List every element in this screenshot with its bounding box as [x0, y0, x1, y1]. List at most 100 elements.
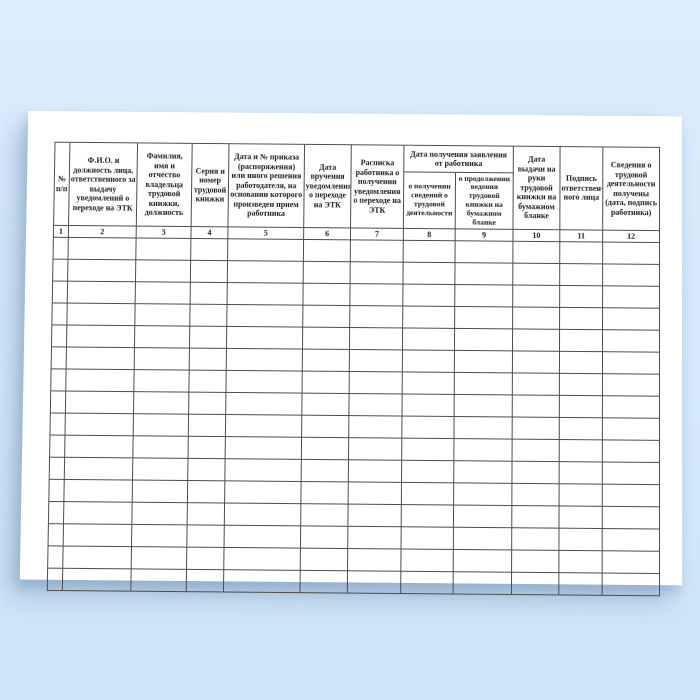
empty-cell: [52, 281, 68, 304]
empty-cell: [512, 439, 560, 462]
empty-cell: [602, 528, 660, 552]
empty-cell: [559, 263, 603, 286]
empty-cell: [401, 393, 455, 417]
empty-cell: [559, 461, 603, 485]
empty-cell: [402, 349, 455, 373]
empty-cell: [512, 394, 560, 418]
register-table: № п/п Ф.И.О. и должность лица, ответствен…: [47, 142, 660, 597]
column-header-2: Ф.И.О. и должность лица, ответственного …: [68, 142, 138, 227]
empty-cell: [226, 348, 303, 372]
empty-cell: [512, 328, 560, 352]
empty-cell: [401, 482, 454, 506]
empty-cell: [49, 457, 65, 480]
column-header-4: Серия и номер трудовой книжки: [191, 143, 229, 227]
empty-cell: [454, 284, 513, 307]
empty-cell: [186, 524, 225, 548]
empty-cell: [302, 371, 350, 394]
empty-cell: [602, 573, 660, 596]
empty-cell: [347, 570, 401, 594]
column-number-6: 6: [303, 227, 351, 240]
empty-cell: [51, 302, 68, 326]
empty-cell: [65, 391, 134, 414]
empty-cell: [303, 239, 351, 262]
column-header-5: Дата и № приказа (распоряжения) или иног…: [227, 143, 305, 228]
empty-cell: [401, 438, 454, 461]
empty-cell: [559, 395, 603, 418]
empty-cell: [132, 457, 188, 481]
empty-cell: [223, 547, 301, 571]
empty-cell: [347, 548, 402, 572]
empty-cell: [559, 329, 603, 352]
empty-cell: [225, 392, 303, 416]
empty-cell: [512, 350, 560, 374]
empty-cell: [63, 479, 133, 503]
empty-cell: [402, 306, 455, 329]
empty-cell: [348, 415, 402, 439]
empty-cell: [453, 505, 512, 528]
empty-cell: [53, 237, 69, 260]
empty-cell: [348, 437, 402, 461]
empty-cell: [131, 524, 188, 548]
empty-cell: [348, 393, 403, 417]
empty-cell: [403, 240, 456, 263]
empty-cell: [602, 484, 660, 507]
empty-cell: [186, 569, 224, 592]
empty-cell: [348, 481, 402, 505]
empty-cell: [131, 546, 187, 570]
empty-cell: [602, 329, 660, 353]
column-header-6: Дата вручения уведомления о переходе на …: [303, 144, 352, 228]
empty-cell: [303, 261, 351, 284]
empty-cell: [453, 571, 512, 595]
column-number-8: 8: [403, 228, 456, 241]
empty-cell: [511, 527, 559, 551]
empty-cell: [300, 525, 348, 549]
empty-cell: [62, 546, 132, 569]
empty-cell: [299, 570, 348, 594]
empty-cell: [402, 371, 455, 395]
empty-cell: [47, 568, 63, 591]
empty-cell: [189, 326, 227, 349]
empty-cell: [190, 260, 228, 283]
empty-cell: [454, 394, 513, 417]
empty-cell: [227, 260, 304, 284]
empty-cell: [454, 328, 513, 351]
empty-cell: [302, 349, 350, 372]
empty-cell: [186, 547, 225, 570]
empty-cell: [402, 262, 455, 285]
empty-cell: [132, 435, 189, 459]
empty-cell: [48, 479, 65, 502]
empty-cell: [512, 416, 560, 440]
empty-cell: [302, 283, 351, 306]
empty-cell: [133, 391, 189, 415]
empty-cell: [50, 390, 66, 414]
empty-cell: [558, 550, 603, 574]
empty-cell: [190, 238, 228, 261]
empty-cell: [302, 305, 350, 328]
empty-cell: [454, 262, 513, 286]
empty-cell: [559, 417, 603, 440]
empty-cell: [349, 371, 403, 394]
empty-cell: [66, 325, 135, 348]
empty-cell: [350, 261, 404, 285]
empty-cell: [453, 549, 512, 573]
empty-cell: [50, 368, 67, 392]
empty-cell: [132, 480, 188, 503]
empty-cell: [453, 460, 513, 484]
empty-cell: [512, 241, 560, 264]
empty-cell: [349, 349, 403, 372]
empty-cell: [602, 373, 660, 397]
empty-cell: [559, 285, 603, 308]
empty-cell: [64, 413, 134, 436]
column-number-1: 1: [53, 225, 69, 238]
column-header-12: Сведения о трудовой деятельности получен…: [602, 146, 660, 231]
empty-cell: [453, 416, 513, 440]
empty-cell: [349, 305, 403, 328]
empty-cell: [602, 307, 660, 331]
empty-cell: [348, 459, 402, 483]
empty-cell: [300, 481, 349, 505]
empty-cell: [301, 437, 349, 460]
empty-cell: [225, 414, 302, 438]
empty-cell: [454, 350, 513, 373]
column-number-9: 9: [455, 228, 513, 242]
empty-cell: [133, 413, 189, 437]
